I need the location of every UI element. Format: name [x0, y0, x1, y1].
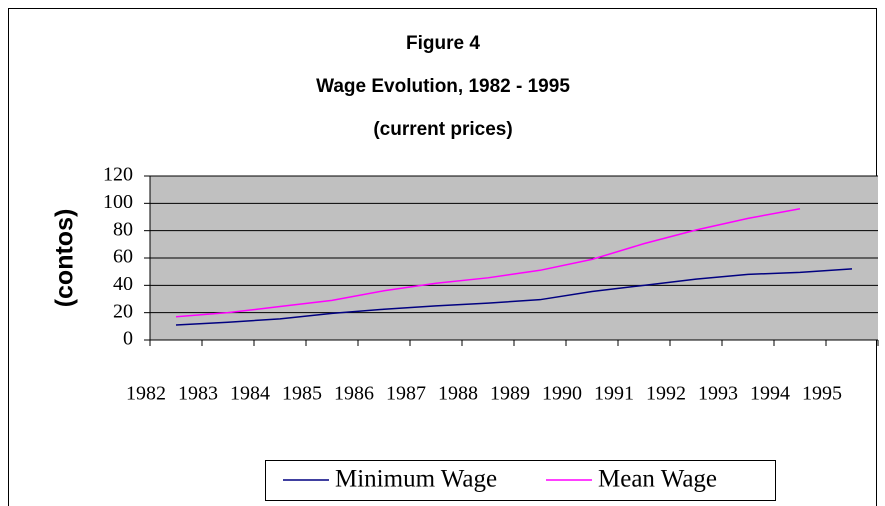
- y-tick-label: 0: [123, 328, 133, 350]
- y-tick-label: 80: [113, 218, 133, 240]
- x-tick-label: 1995: [802, 383, 842, 405]
- x-tick-label: 1992: [646, 383, 686, 405]
- y-axis-label: (contos): [51, 209, 79, 308]
- chart-note: (current prices): [373, 119, 512, 140]
- y-tick-label: 40: [113, 273, 133, 295]
- x-tick-label: 1994: [750, 383, 790, 405]
- y-tick-label: 60: [113, 246, 133, 268]
- y-tick-label: 120: [103, 164, 133, 186]
- x-tick-label: 1984: [230, 383, 270, 405]
- x-tick-label: 1993: [698, 383, 738, 405]
- line-series: [175, 208, 801, 318]
- x-tick-label: 1988: [438, 383, 478, 405]
- x-tick-label: 1991: [594, 383, 634, 405]
- y-tick-label: 20: [113, 300, 133, 322]
- y-tick-label: 100: [103, 191, 133, 213]
- x-tick-label: 1989: [490, 383, 530, 405]
- x-tick-label: 1982: [126, 383, 166, 405]
- x-tick-label: 1990: [542, 383, 582, 405]
- legend-label: Mean Wage: [598, 466, 717, 493]
- legend: [265, 460, 776, 501]
- chart-title: Figure 4: [406, 33, 480, 54]
- x-tick-label: 1985: [282, 383, 322, 405]
- x-tick-label: 1986: [334, 383, 374, 405]
- x-tick-label: 1983: [178, 383, 218, 405]
- line-series: [175, 268, 853, 326]
- legend-label: Minimum Wage: [335, 466, 497, 493]
- x-tick-label: 1987: [386, 383, 426, 405]
- chart-subtitle: Wage Evolution, 1982 - 1995: [316, 76, 570, 97]
